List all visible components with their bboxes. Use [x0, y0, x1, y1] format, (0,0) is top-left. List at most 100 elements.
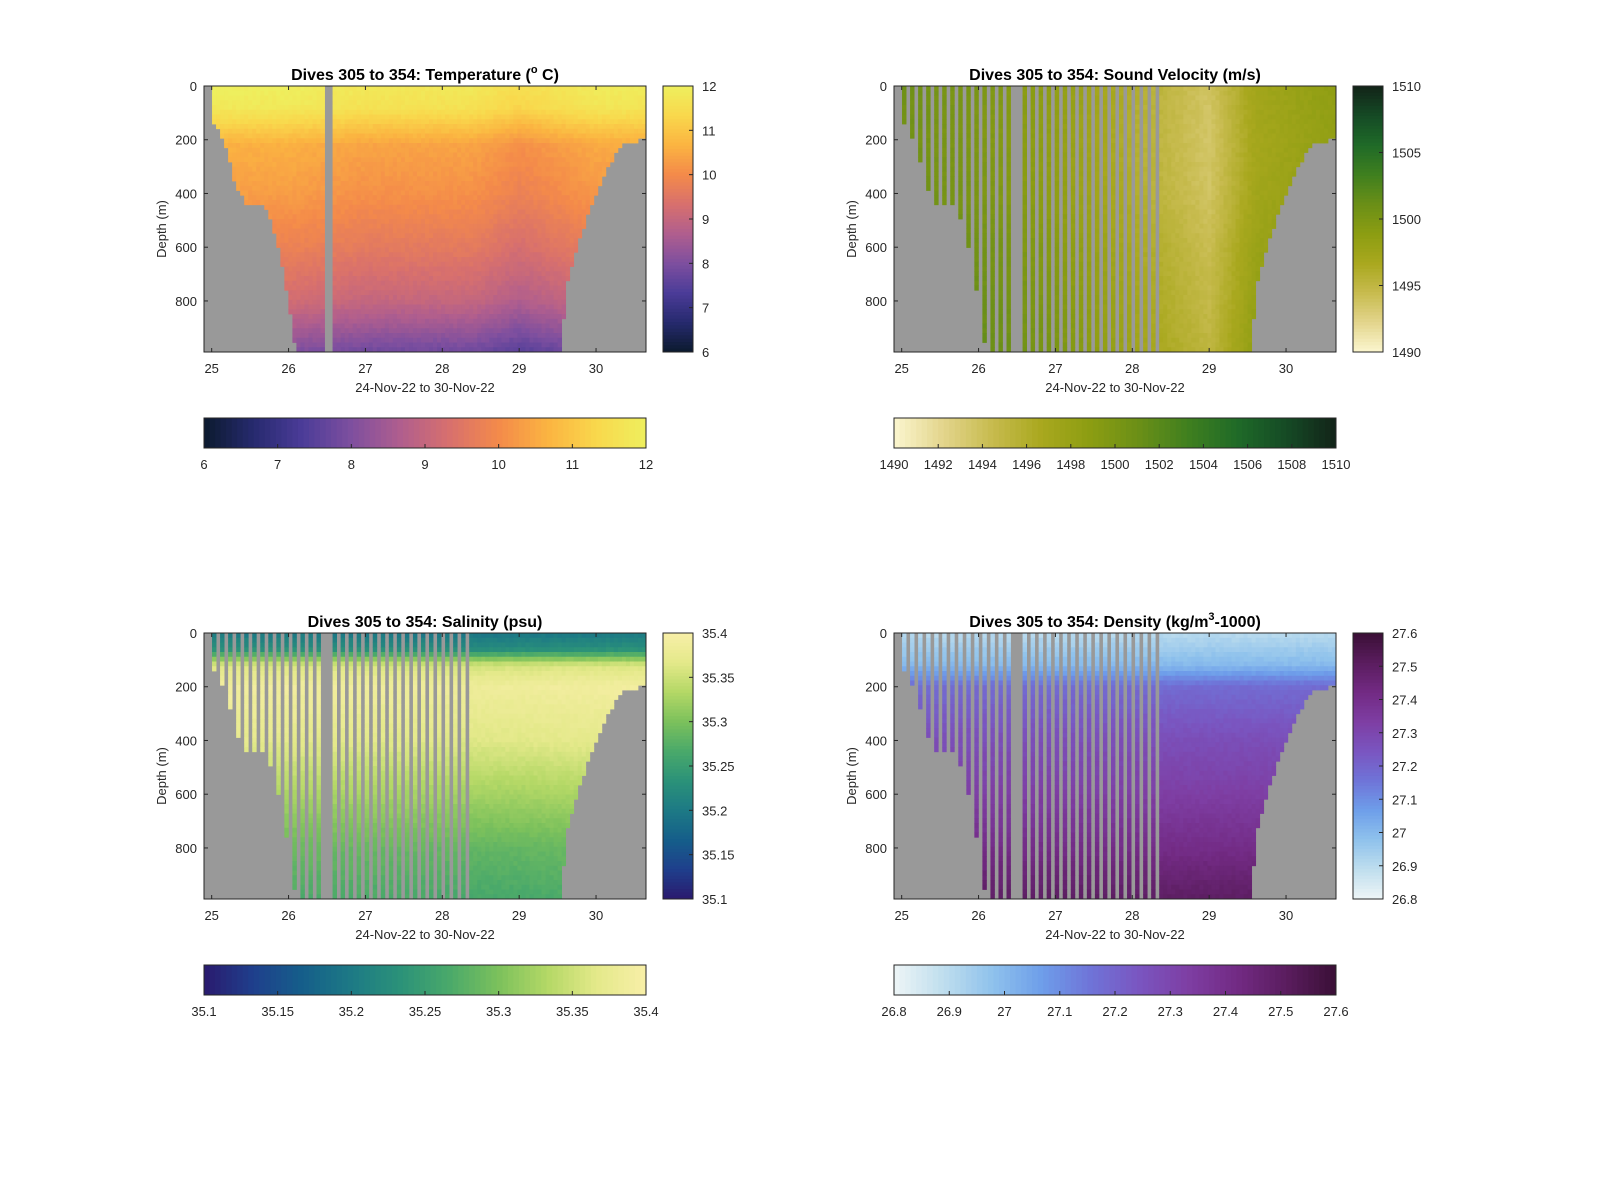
data-cell	[308, 323, 313, 329]
colorbar-segment	[331, 418, 338, 448]
data-cell	[420, 119, 426, 125]
data-cell	[248, 143, 253, 149]
data-cell	[380, 318, 386, 324]
data-cell	[509, 280, 514, 286]
data-cell	[934, 100, 939, 106]
data-cell	[304, 271, 309, 277]
colorbar-tick-label: 10	[702, 168, 716, 183]
data-cell	[529, 119, 534, 125]
data-cell	[344, 109, 350, 115]
data-cell	[344, 152, 350, 158]
data-cell	[461, 209, 466, 215]
data-cell	[441, 171, 446, 177]
data-cell	[332, 166, 337, 172]
data-cell	[537, 314, 542, 320]
data-cell	[461, 128, 466, 134]
data-cell	[489, 200, 494, 206]
data-cell	[613, 143, 619, 149]
data-cell	[617, 133, 623, 139]
data-cell	[449, 318, 454, 324]
data-cell	[372, 252, 378, 258]
data-cell	[477, 261, 482, 267]
colorbar-segment	[663, 192, 693, 197]
data-cell	[493, 314, 498, 320]
data-cell	[412, 95, 418, 101]
data-cell	[473, 342, 478, 348]
data-cell	[605, 114, 611, 120]
data-cell	[517, 119, 522, 125]
data-cell	[577, 223, 583, 229]
data-cell	[489, 105, 494, 111]
data-cell	[509, 290, 514, 296]
data-cell	[549, 304, 554, 310]
data-cell	[396, 152, 402, 158]
data-cell	[541, 119, 546, 125]
data-cell	[557, 242, 563, 248]
data-cell	[449, 228, 454, 234]
data-cell	[505, 276, 510, 282]
data-cell	[477, 247, 482, 253]
data-cell	[433, 299, 438, 305]
data-cell	[416, 233, 422, 239]
data-cell	[348, 304, 354, 310]
data-cell	[461, 299, 466, 305]
data-cell	[557, 323, 563, 329]
data-cell	[304, 223, 309, 229]
data-cell	[312, 181, 317, 187]
data-cell	[396, 204, 402, 210]
data-cell	[384, 323, 390, 329]
data-cell	[601, 138, 607, 144]
data-cell	[292, 304, 297, 310]
data-cell	[296, 295, 301, 301]
data-cell	[445, 190, 450, 196]
data-cell	[408, 133, 414, 139]
data-cell	[376, 171, 382, 177]
data-cell	[489, 166, 494, 172]
data-cell	[445, 304, 450, 310]
data-cell	[469, 209, 474, 215]
data-cell	[264, 190, 269, 196]
data-cell	[212, 114, 217, 120]
data-cell	[589, 109, 595, 115]
data-cell	[344, 214, 350, 220]
data-cell	[360, 266, 366, 272]
data-cell	[336, 214, 342, 220]
data-cell	[481, 257, 486, 263]
data-cell	[541, 223, 546, 229]
data-cell	[569, 242, 575, 248]
data-cell	[597, 95, 603, 101]
data-cell	[589, 185, 595, 191]
data-cell	[360, 285, 366, 291]
data-cell	[629, 95, 635, 101]
data-cell	[308, 128, 313, 134]
data-cell	[425, 333, 430, 339]
data-cell	[320, 119, 325, 125]
data-cell	[461, 166, 466, 172]
data-cell	[425, 219, 430, 225]
data-cell	[569, 114, 575, 120]
colorbar-segment	[663, 129, 693, 134]
data-cell	[553, 166, 558, 172]
data-cell	[368, 285, 374, 291]
data-cell	[473, 304, 478, 310]
data-cell	[449, 261, 454, 267]
data-cell	[525, 209, 530, 215]
data-cell	[489, 233, 494, 239]
data-cell	[340, 247, 346, 253]
data-cell	[513, 147, 518, 153]
data-cell	[412, 214, 418, 220]
data-cell	[489, 290, 494, 296]
data-cell	[408, 109, 414, 115]
data-cell	[521, 318, 526, 324]
data-cell	[517, 100, 522, 106]
data-cell	[380, 285, 386, 291]
data-cell	[477, 138, 482, 144]
data-cell	[934, 171, 939, 177]
data-cell	[433, 105, 438, 111]
data-cell	[332, 119, 337, 125]
data-cell	[320, 223, 325, 229]
data-cell	[509, 138, 514, 144]
data-cell	[585, 195, 591, 201]
data-cell	[453, 290, 458, 296]
data-cell	[336, 304, 342, 310]
